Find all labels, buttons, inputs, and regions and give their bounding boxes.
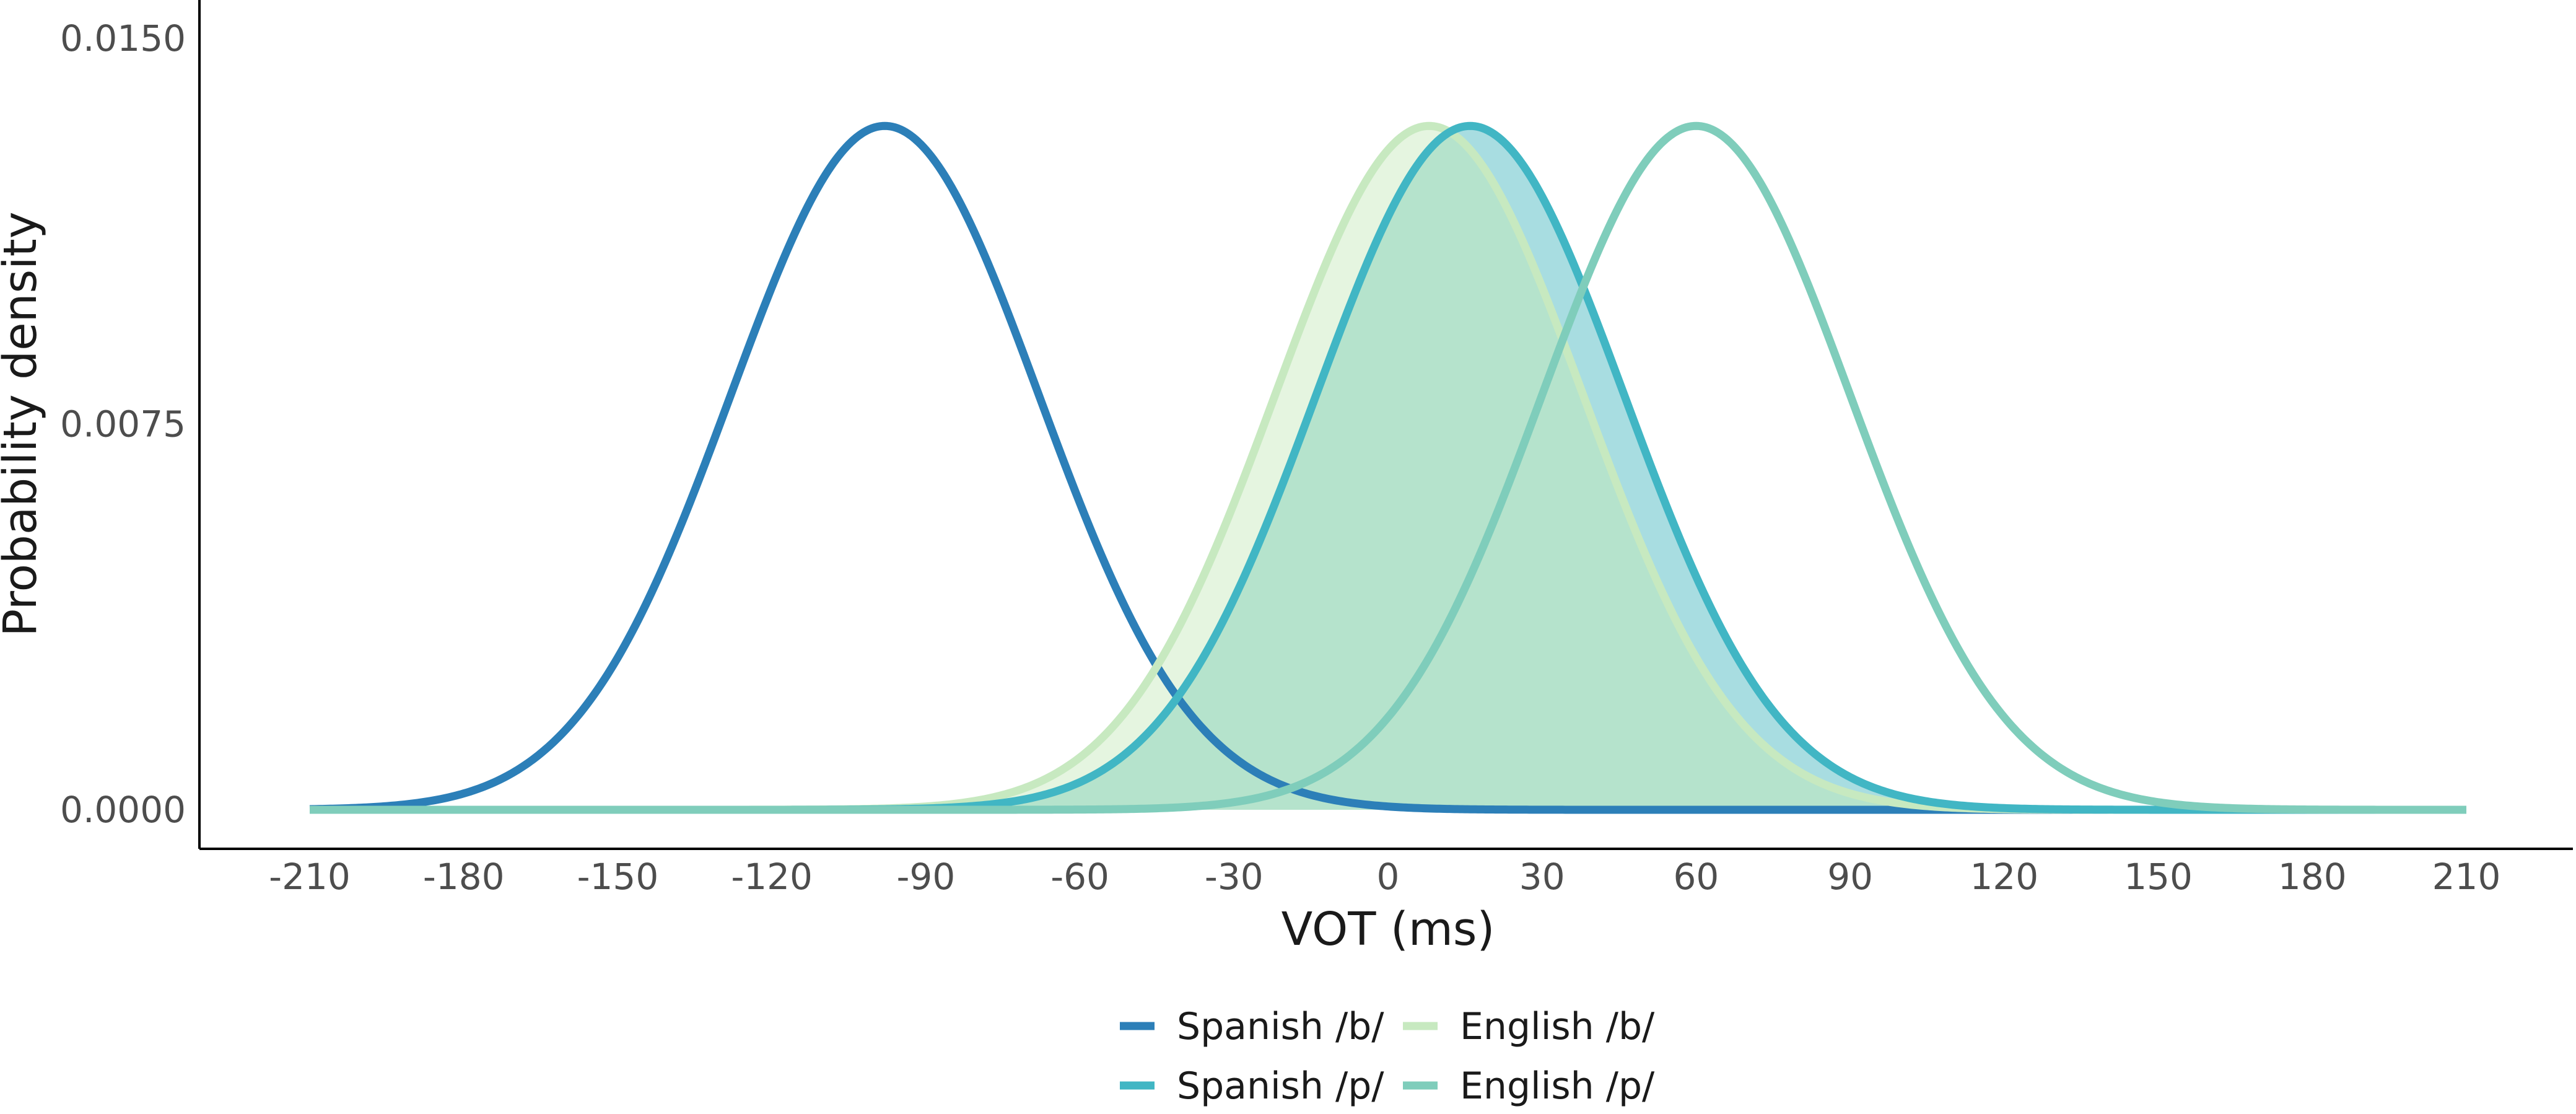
x-tick-label: -90 xyxy=(896,856,955,898)
x-tick-label: 180 xyxy=(2278,856,2347,898)
x-tick-label: -60 xyxy=(1050,856,1109,898)
x-tick-label: 60 xyxy=(1674,856,1719,898)
x-tick-label: 120 xyxy=(1970,856,2038,898)
x-tick-label: 210 xyxy=(2432,856,2501,898)
series-line-english-p xyxy=(308,121,2468,814)
x-tick-label: 0 xyxy=(1377,856,1400,898)
fills-layer xyxy=(310,126,2466,810)
lines-layer xyxy=(308,121,2468,814)
legend-label-spanish-b: Spanish /b/ xyxy=(1177,1005,1384,1048)
x-axis-title: VOT (ms) xyxy=(1281,903,1495,956)
y-axis-title: Probability density xyxy=(0,211,47,636)
x-tick-label: -120 xyxy=(731,856,813,898)
x-tick-label: -150 xyxy=(577,856,659,898)
y-tick-label: 0.0150 xyxy=(60,17,186,59)
x-tick-label: -210 xyxy=(269,856,351,898)
y-tick-label: 0.0075 xyxy=(60,403,186,445)
legend-label-english-b: English /b/ xyxy=(1460,1005,1655,1048)
x-tick-label: 150 xyxy=(2124,856,2193,898)
overlap-fill xyxy=(310,132,2466,810)
x-tick-label: 90 xyxy=(1827,856,1873,898)
axes-layer: -210 -180 -150 -120 -90 -60 -30 0 30 60 90 120 150 18… xyxy=(0,0,2573,956)
x-tick-label: 30 xyxy=(1519,856,1565,898)
x-tick-label: -30 xyxy=(1205,856,1264,898)
x-tick-label: -180 xyxy=(423,856,505,898)
legend-label-spanish-p: Spanish /p/ xyxy=(1177,1064,1384,1108)
y-tick-label: 0.0000 xyxy=(60,789,186,831)
legend-label-english-p: English /p/ xyxy=(1460,1064,1655,1108)
legend: Spanish /b/English /b/Spanish /p/English… xyxy=(1120,1005,1655,1108)
